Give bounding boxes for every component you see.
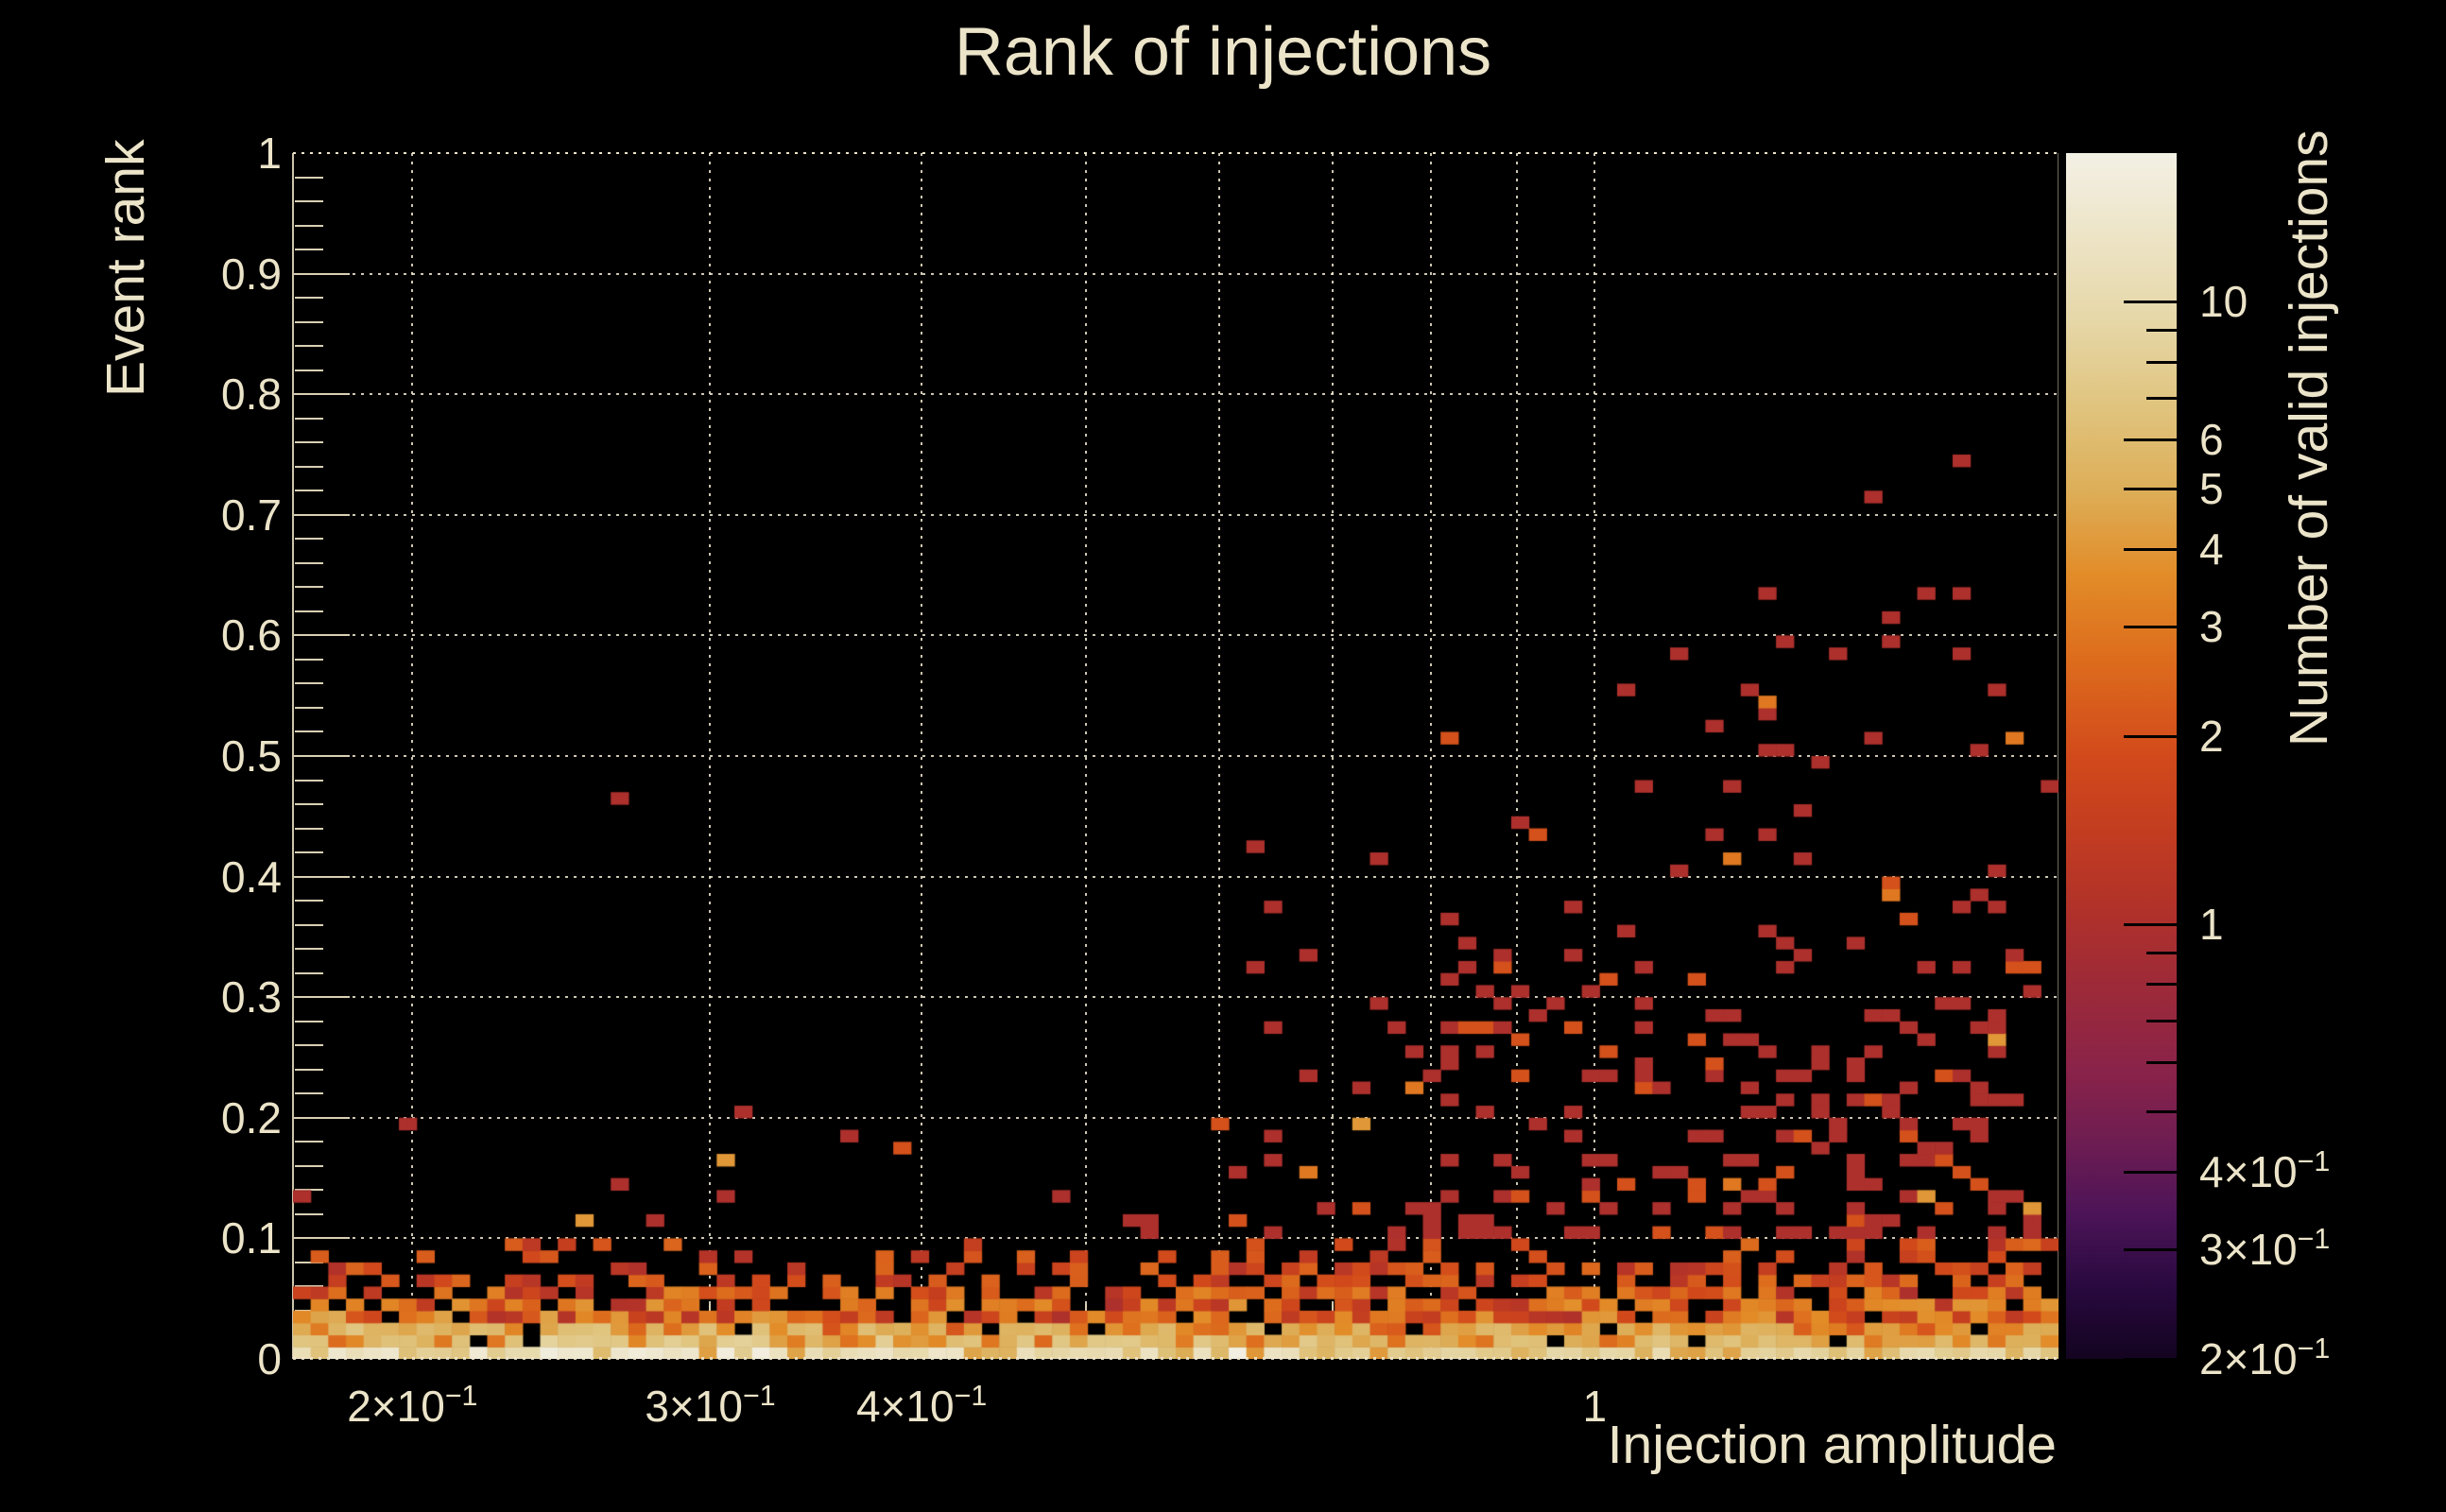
- colorbar-tick-label: 3×10−1: [2199, 1224, 2331, 1274]
- colorbar-gradient: [2066, 153, 2177, 1359]
- y-tick-label: 0.9: [221, 249, 282, 299]
- x-tick-label: 3×10−1: [645, 1381, 776, 1431]
- x-tick-label: 2×10−1: [347, 1381, 478, 1431]
- y-tick-label: 0.4: [221, 851, 282, 902]
- y-tick-label: 0.7: [221, 490, 282, 540]
- y-tick-label: 0.6: [221, 610, 282, 661]
- colorbar-tick-label: 3: [2199, 602, 2224, 652]
- x-axis-title: Injection amplitude: [1607, 1415, 2057, 1475]
- y-axis-title: Event rank: [95, 139, 156, 397]
- colorbar-tick-label: 4: [2199, 524, 2224, 574]
- y-tick-label: 0.3: [221, 972, 282, 1022]
- colorbar-tick-label: 4×10−1: [2199, 1146, 2331, 1196]
- colorbar-tick-label: 6: [2199, 414, 2224, 464]
- colorbar-tick-label: 2: [2199, 712, 2224, 762]
- y-tick-label: 1: [257, 129, 282, 178]
- y-tick-label: 0.8: [221, 369, 282, 420]
- y-tick-label: 0.1: [221, 1213, 282, 1263]
- y-tick-label: 0.5: [221, 731, 282, 781]
- colorbar-tick-label: 5: [2199, 464, 2224, 514]
- x-tick-label: 1: [1582, 1382, 1608, 1431]
- colorbar-tick-label: 1: [2199, 899, 2224, 949]
- y-tick-label: 0.2: [221, 1092, 282, 1143]
- heatmap-cells: [293, 153, 2058, 1359]
- colorbar-tick-label: 2×10−1: [2199, 1333, 2331, 1383]
- x-tick-label: 4×10−1: [855, 1381, 988, 1431]
- colorbar-tick-label: 10: [2199, 276, 2248, 326]
- page-title: Rank of injections: [954, 14, 1492, 90]
- colorbar-title: Number of valid injections: [2279, 129, 2339, 747]
- y-tick-label: 0: [257, 1334, 282, 1383]
